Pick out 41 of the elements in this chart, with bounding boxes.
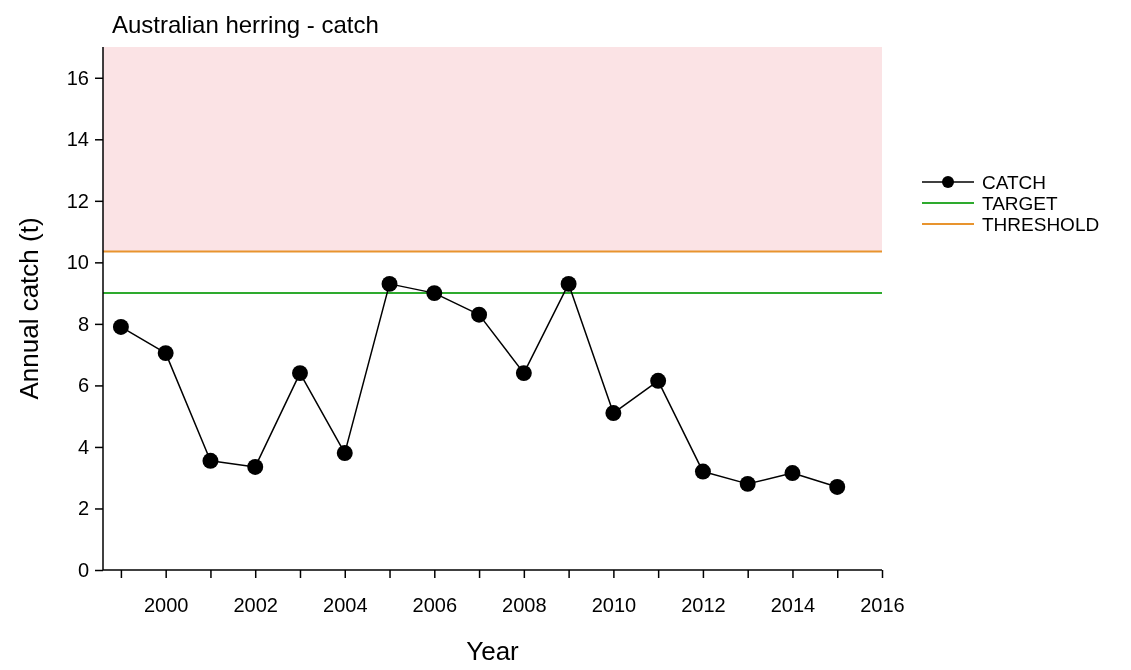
x-tick-label: 2016 xyxy=(860,594,905,617)
y-tick-label: 4 xyxy=(77,435,89,458)
point xyxy=(426,285,443,302)
point xyxy=(739,475,756,492)
y-tick-label: 16 xyxy=(66,66,89,89)
y-tick-label: 0 xyxy=(77,558,89,581)
point xyxy=(202,452,219,469)
point xyxy=(605,405,622,422)
point xyxy=(694,463,711,480)
y-tick-label: 2 xyxy=(77,497,89,520)
x-tick-label: 2000 xyxy=(143,594,189,617)
y-axis-title: Annual catch (t) xyxy=(14,217,44,400)
y-tick-label: 10 xyxy=(66,251,89,274)
point xyxy=(336,445,353,462)
legend-label: CATCH xyxy=(982,172,1047,193)
y-tick-label: 8 xyxy=(77,312,89,335)
x-tick-label: 2004 xyxy=(323,594,368,617)
point xyxy=(292,365,308,382)
y-tick-label: 6 xyxy=(77,374,89,397)
point xyxy=(829,478,846,495)
point xyxy=(157,345,174,362)
x-tick-label: 2006 xyxy=(412,594,458,617)
y-tick-label: 14 xyxy=(66,128,89,151)
point xyxy=(381,275,398,292)
legend-label: THRESHOLD xyxy=(982,214,1100,235)
x-tick-label: 2002 xyxy=(233,594,278,617)
point xyxy=(560,275,577,292)
point xyxy=(471,306,488,323)
chart-title: Australian herring - catch xyxy=(112,11,379,38)
x-axis-title: Year xyxy=(466,636,520,666)
point xyxy=(784,465,801,482)
x-tick-label: 2012 xyxy=(681,594,726,617)
x-tick-label: 2008 xyxy=(502,594,547,617)
x-tick-label: 2010 xyxy=(591,594,637,617)
legend-label: TARGET xyxy=(982,193,1059,214)
point xyxy=(515,365,532,382)
point xyxy=(650,372,667,389)
point xyxy=(247,458,264,475)
x-tick-label: 2014 xyxy=(770,594,816,617)
point xyxy=(112,319,129,335)
y-tick-label: 12 xyxy=(66,189,89,212)
